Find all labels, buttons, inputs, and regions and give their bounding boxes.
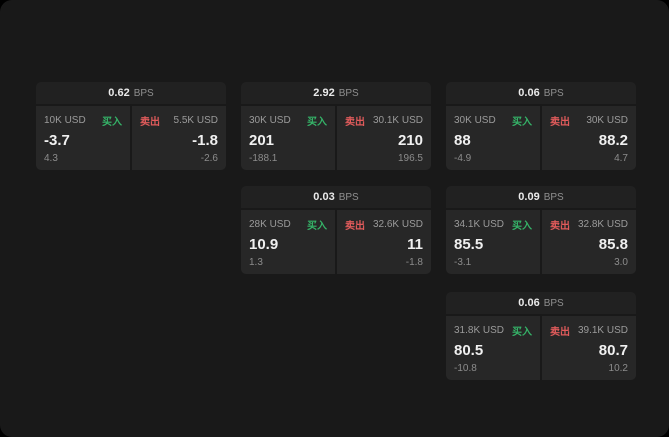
sell-sub-value: 10.2 [608,363,628,374]
sell-sub-value: -2.6 [200,153,218,164]
buy-side-label: 买入 [512,327,532,338]
spread-card: 0.03 BPS 28K USD 买入 10.9 1.3 卖出 32.6K US… [241,186,431,274]
sell-size: 32.6K USD [372,219,423,230]
sell-price: 80.7 [598,342,628,359]
bps-value: 0.09 [518,191,540,203]
sell-panel[interactable]: 卖出 39.1K USD 80.7 10.2 [542,316,636,380]
sell-price: 11 [407,236,423,253]
spread-card-header: 0.62 BPS [36,82,226,104]
spread-card: 0.06 BPS 30K USD 买入 88 -4.9 卖出 30K USD 8… [446,82,636,170]
sell-size: 32.8K USD [577,219,628,230]
buy-price: 201 [249,132,275,149]
bps-unit-label: BPS [338,191,359,203]
bps-unit-label: BPS [543,297,564,309]
spread-card: 0.06 BPS 31.8K USD 买入 80.5 -10.8 卖出 39.1… [446,292,636,380]
buy-panel[interactable]: 34.1K USD 买入 85.5 -3.1 [446,210,540,274]
sell-side-label: 卖出 [345,221,365,232]
sell-price: 88.2 [598,132,628,149]
sell-size: 5.5K USD [173,115,218,126]
spread-card: 2.92 BPS 30K USD 买入 201 -188.1 卖出 30.1K … [241,82,431,170]
sell-side-label: 卖出 [550,327,570,338]
buy-sub-value: -188.1 [249,153,278,164]
bps-unit-label: BPS [543,87,564,99]
sell-panel[interactable]: 卖出 30.1K USD 210 196.5 [337,106,431,170]
buy-side-label: 买入 [102,117,122,128]
bps-value: 0.62 [108,87,130,99]
sell-sub-value: 196.5 [397,153,423,164]
bps-value: 0.06 [518,87,540,99]
sell-panel[interactable]: 卖出 32.6K USD 11 -1.8 [337,210,431,274]
buy-sub-value: -3.1 [454,257,472,268]
sell-panel[interactable]: 卖出 30K USD 88.2 4.7 [542,106,636,170]
buy-sub-value: 4.3 [44,153,58,164]
buy-price: 85.5 [454,236,484,253]
buy-panel[interactable]: 10K USD 买入 -3.7 4.3 [36,106,130,170]
bps-unit-label: BPS [338,87,359,99]
spread-card-header: 0.06 BPS [446,292,636,314]
sell-price: 85.8 [598,236,628,253]
buy-side-label: 买入 [512,221,532,232]
buy-size: 10K USD [44,115,86,126]
buy-panel[interactable]: 30K USD 买入 201 -188.1 [241,106,335,170]
buy-sub-value: -10.8 [454,363,477,374]
buy-price: -3.7 [44,132,70,149]
sell-sub-value: 4.7 [614,153,628,164]
buy-price: 80.5 [454,342,484,359]
buy-size: 34.1K USD [454,219,505,230]
bps-value: 0.03 [313,191,335,203]
sell-side-label: 卖出 [345,117,365,128]
buy-price: 10.9 [249,236,279,253]
buy-panel[interactable]: 30K USD 买入 88 -4.9 [446,106,540,170]
buy-size: 31.8K USD [454,325,505,336]
buy-size: 30K USD [249,115,291,126]
buy-price: 88 [454,132,471,149]
spread-card-header: 2.92 BPS [241,82,431,104]
buy-side-label: 买入 [512,117,532,128]
sell-side-label: 卖出 [550,117,570,128]
sell-sub-value: -1.8 [405,257,423,268]
sell-size: 30.1K USD [372,115,423,126]
sell-panel[interactable]: 卖出 5.5K USD -1.8 -2.6 [132,106,226,170]
sell-side-label: 卖出 [550,221,570,232]
bps-unit-label: BPS [133,87,154,99]
sell-panel[interactable]: 卖出 32.8K USD 85.8 3.0 [542,210,636,274]
buy-sub-value: 1.3 [249,257,263,268]
sell-sub-value: 3.0 [614,257,628,268]
buy-size: 30K USD [454,115,496,126]
bps-unit-label: BPS [543,191,564,203]
buy-size: 28K USD [249,219,291,230]
buy-side-label: 买入 [307,221,327,232]
sell-price: -1.8 [192,132,218,149]
sell-size: 30K USD [586,115,628,126]
buy-sub-value: -4.9 [454,153,472,164]
sell-side-label: 卖出 [140,117,160,128]
spread-card: 0.62 BPS 10K USD 买入 -3.7 4.3 卖出 5.5K USD… [36,82,226,170]
sell-price: 210 [397,132,423,149]
sell-size: 39.1K USD [577,325,628,336]
bps-value: 2.92 [313,87,335,99]
bps-value: 0.06 [518,297,540,309]
buy-panel[interactable]: 31.8K USD 买入 80.5 -10.8 [446,316,540,380]
spread-card: 0.09 BPS 34.1K USD 买入 85.5 -3.1 卖出 32.8K… [446,186,636,274]
spread-card-header: 0.06 BPS [446,82,636,104]
spread-card-header: 0.09 BPS [446,186,636,208]
buy-side-label: 买入 [307,117,327,128]
spread-card-header: 0.03 BPS [241,186,431,208]
buy-panel[interactable]: 28K USD 买入 10.9 1.3 [241,210,335,274]
